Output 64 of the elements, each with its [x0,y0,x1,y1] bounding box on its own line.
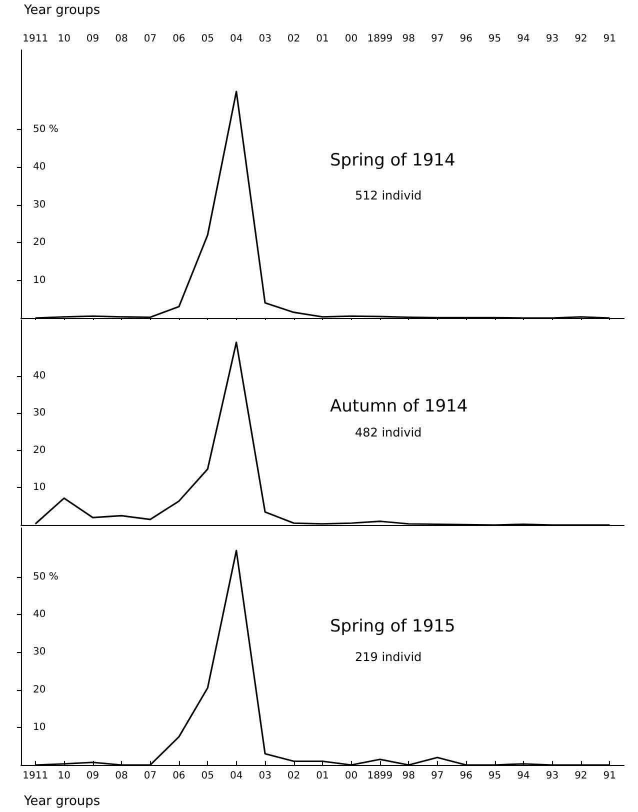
x-tick-label: 93 [546,34,559,44]
x-tick-label: 1899 [367,34,393,44]
x-tick-label: 1911 [22,770,48,782]
x-tick-label: 91 [603,34,616,44]
y-tick-label: 10 [33,274,46,286]
x-tick-label: 94 [517,34,530,44]
y-tick-label: 30 [33,199,46,210]
y-tick-label: 20 [33,684,46,696]
y-tick-label: 40 [33,370,46,382]
x-tick-label: 1911 [22,34,48,44]
x-tick-label: 06 [172,770,186,782]
y-tick-label: 40 [33,162,46,173]
x-tick-label: 08 [115,770,128,782]
annotation: 482 individ [355,426,422,440]
x-tick-label: 05 [201,770,214,782]
x-tick-label: 96 [460,34,472,44]
x-tick-label: 98 [402,34,416,44]
x-tick-label: 05 [201,34,214,44]
annotation: 512 individ [355,188,422,202]
x-tick-label: 96 [460,770,472,782]
x-tick-label: 1899 [367,770,393,782]
x-tick-label: 10 [58,770,70,782]
x-tick-label: 08 [115,34,128,44]
y-tick-label: 50 % [33,571,58,582]
x-tick-label: 04 [230,34,243,44]
annotation: Spring of 1915 [330,616,456,637]
x-tick-label: 07 [144,770,157,782]
x-tick-label: 03 [258,34,272,44]
x-tick-label: 06 [172,34,186,44]
x-tick-label: 01 [316,34,329,44]
x-tick-label: 09 [86,34,100,44]
x-tick-label: 92 [574,34,588,44]
y-tick-label: 20 [33,444,46,456]
x-tick-label: 01 [316,770,329,782]
x-tick-label: 02 [287,770,300,782]
annotation: Spring of 1914 [330,150,456,170]
y-tick-label: 30 [33,408,46,419]
x-tick-label: 93 [546,770,559,782]
x-tick-label: 00 [344,770,358,782]
y-tick-label: 30 [33,646,46,658]
y-tick-label: 20 [33,237,46,248]
x-tick-label: 10 [58,34,70,44]
annotation: 219 individ [355,650,422,664]
x-tick-label: 00 [344,34,358,44]
x-axis-title: Year groups [23,794,100,809]
y-tick-label: 10 [33,722,46,733]
x-axis-title: Year groups [23,3,100,18]
x-tick-label: 97 [430,770,444,782]
x-tick-label: 97 [430,34,444,44]
x-tick-label: 09 [86,770,100,782]
y-tick-label: 50 % [33,124,58,135]
x-tick-label: 98 [402,770,416,782]
x-tick-label: 03 [258,770,272,782]
x-tick-label: 95 [488,34,502,44]
x-tick-label: 07 [144,34,157,44]
y-tick-label: 40 [33,609,46,620]
x-tick-label: 95 [488,770,502,782]
x-tick-label: 02 [287,34,300,44]
x-tick-label: 94 [517,770,530,782]
y-tick-label: 10 [33,482,46,494]
annotation: Autumn of 1914 [330,396,468,416]
x-tick-label: 92 [574,770,588,782]
x-tick-label: 91 [603,770,616,782]
x-tick-label: 04 [230,770,243,782]
